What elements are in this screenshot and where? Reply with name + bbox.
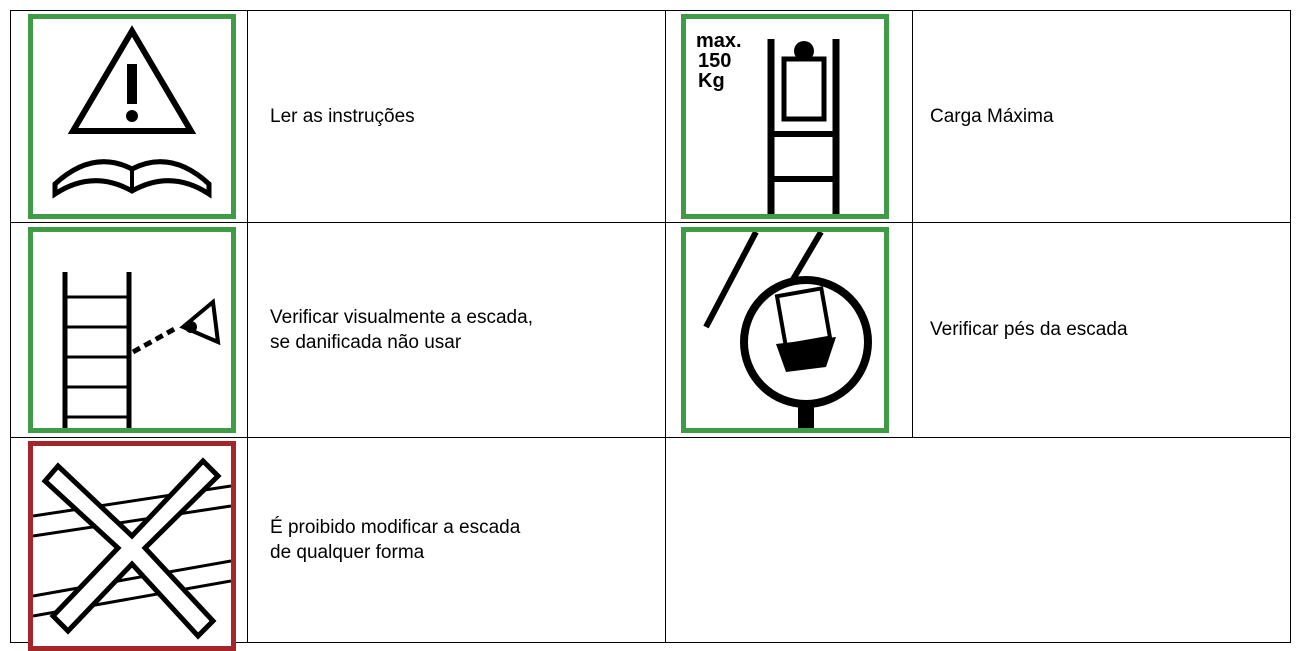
border xyxy=(1290,10,1291,643)
icon-inspect-ladder xyxy=(28,227,236,433)
icon-drawing xyxy=(52,25,212,199)
border xyxy=(10,437,1291,438)
cell-text: Ler as instruções xyxy=(270,10,660,222)
text-line: Verificar pés da escada xyxy=(930,319,1128,340)
icon-drawing xyxy=(703,232,872,428)
border xyxy=(247,10,248,643)
border xyxy=(665,10,666,643)
icon-drawing xyxy=(62,272,221,428)
cell-text: Verificar pés da escada xyxy=(930,222,1280,437)
text-line: Carga Máxima xyxy=(930,105,1054,127)
text-line: É proibido modificar a escada xyxy=(270,517,521,538)
icon-drawing xyxy=(33,457,231,640)
text-line: de qualquer forma xyxy=(270,542,425,563)
icon-text: max. xyxy=(696,30,742,52)
icon-read-instructions xyxy=(28,14,236,219)
icon-text: 150 xyxy=(698,50,731,72)
text-line: Verificar visualmente a escada, xyxy=(270,306,533,328)
border xyxy=(10,10,11,643)
border xyxy=(10,10,1291,11)
cell-text: Carga Máxima xyxy=(930,10,1280,222)
border xyxy=(10,222,1291,223)
border xyxy=(912,10,913,437)
icon-ladder-feet xyxy=(681,227,889,433)
icon-no-modify xyxy=(28,441,236,651)
text-line: Ler as instruções xyxy=(270,105,415,127)
icon-max-load: max. 150 Kg xyxy=(681,14,889,219)
icon-text: Kg xyxy=(698,70,725,92)
cell-text: É proibido modificar a escada de qualquer… xyxy=(270,437,660,643)
icon-drawing: max. 150 Kg xyxy=(696,30,840,214)
cell-text: Verificar visualmente a escada, se danifi… xyxy=(270,222,660,437)
text-line: se danificada não usar xyxy=(270,331,462,353)
